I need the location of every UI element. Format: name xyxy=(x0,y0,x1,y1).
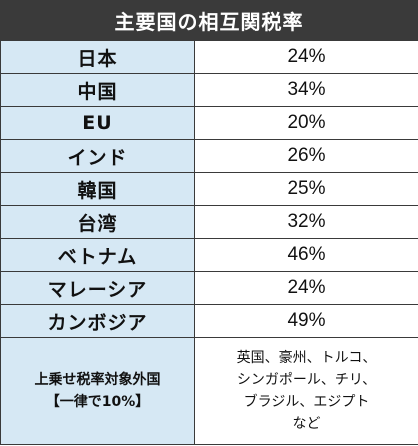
excluded-list-line: ブラジル、エジプト xyxy=(243,394,370,410)
excluded-countries-label: 上乗せ税率対象外国 【一律で10%】 xyxy=(0,337,195,445)
excluded-list-line: 英国、豪州、トルコ、 xyxy=(236,350,377,366)
country-cell: 日本 xyxy=(0,40,195,74)
country-cell: 中国 xyxy=(0,73,195,107)
table-row: マレーシア 24% xyxy=(0,271,418,305)
rate-cell: 32% xyxy=(194,205,418,239)
rate-cell: 46% xyxy=(194,238,418,272)
table-row: EU 20% xyxy=(0,106,418,140)
table-row: インド 26% xyxy=(0,139,418,173)
table-row: ベトナム 46% xyxy=(0,238,418,272)
country-cell: 台湾 xyxy=(0,205,195,239)
excluded-label-title: 上乗せ税率対象外国 xyxy=(34,372,161,388)
rate-cell: 26% xyxy=(194,139,418,173)
rate-cell: 24% xyxy=(194,40,418,74)
excluded-label-rate: 【一律で10%】 xyxy=(45,394,150,410)
table-row: 中国 34% xyxy=(0,73,418,107)
table-row: 台湾 32% xyxy=(0,205,418,239)
rate-cell: 49% xyxy=(194,304,418,338)
country-cell: 韓国 xyxy=(0,172,195,206)
rate-cell: 24% xyxy=(194,271,418,305)
table-row: 韓国 25% xyxy=(0,172,418,206)
table-row: 日本 24% xyxy=(0,40,418,74)
rate-cell: 25% xyxy=(194,172,418,206)
excluded-countries-list: 英国、豪州、トルコ、 シンガポール、チリ、 ブラジル、エジプト など xyxy=(194,337,418,445)
country-cell: マレーシア xyxy=(0,271,195,305)
excluded-list-line: など xyxy=(292,416,321,432)
excluded-list-line: シンガポール、チリ、 xyxy=(236,372,377,388)
table-title: 主要国の相互関税率 xyxy=(0,0,418,40)
rate-cell: 20% xyxy=(194,106,418,140)
country-cell: EU xyxy=(0,106,195,140)
country-cell: ベトナム xyxy=(0,238,195,272)
country-cell: インド xyxy=(0,139,195,173)
rate-cell: 34% xyxy=(194,73,418,107)
table-row: カンボジア 49% xyxy=(0,304,418,338)
footer-row: 上乗せ税率対象外国 【一律で10%】 英国、豪州、トルコ、 シンガポール、チリ、… xyxy=(0,337,418,445)
country-cell: カンボジア xyxy=(0,304,195,338)
tariff-table: 日本 24% 中国 34% EU 20% インド 26% 韓国 25% 台湾 3… xyxy=(0,40,418,445)
